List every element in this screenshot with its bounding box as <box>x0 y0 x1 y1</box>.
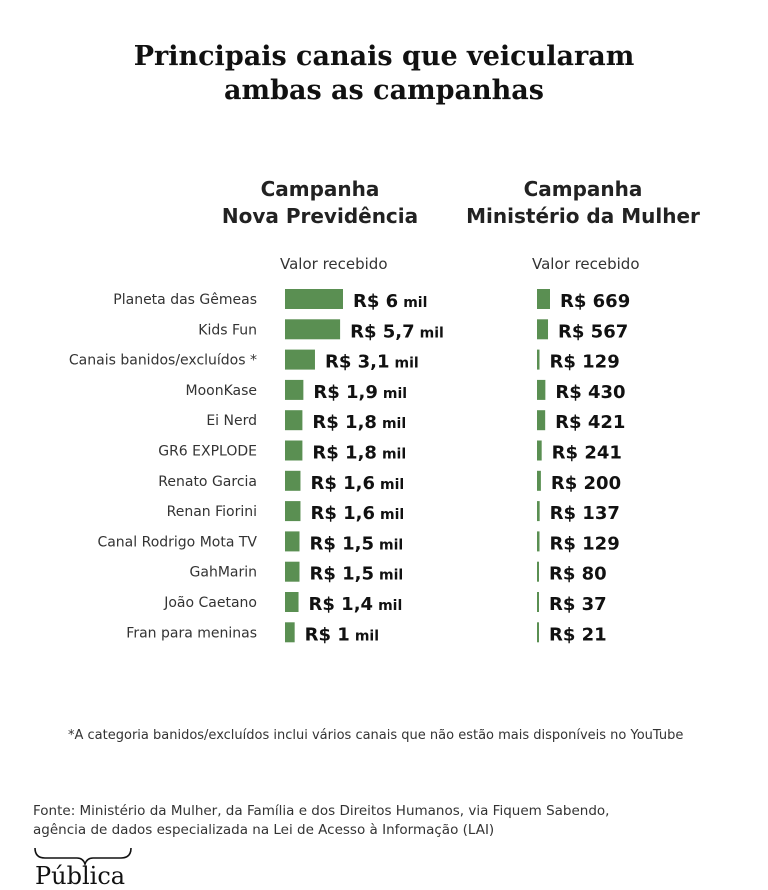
source-note: Fonte: Ministério da Mulher, da Família … <box>33 802 673 840</box>
value-label-ministerio-mulher: R$ 241 <box>552 443 622 464</box>
bar-nova-previdencia <box>285 592 299 612</box>
chart-title: Principais canais que veicularam ambas a… <box>0 40 768 108</box>
value-label-ministerio-mulher: R$ 21 <box>549 624 607 645</box>
value-label-ministerio-mulher: R$ 430 <box>555 382 625 403</box>
bar-ministerio-mulher <box>537 501 540 522</box>
value-label-ministerio-mulher: R$ 421 <box>555 412 625 433</box>
value-label-nova-previdencia: R$ 6 mil <box>353 291 427 312</box>
bar-ministerio-mulher <box>537 410 546 431</box>
logo-text: Pública <box>35 862 126 890</box>
bar-ministerio-mulher <box>537 319 549 340</box>
value-label-nova-previdencia: R$ 1,8 mil <box>312 412 406 433</box>
bar-ministerio-mulher <box>537 531 540 552</box>
bar-nova-previdencia <box>285 561 300 582</box>
bar-nova-previdencia <box>285 289 343 309</box>
value-label-ministerio-mulher: R$ 200 <box>551 473 621 494</box>
bar-nova-previdencia <box>285 319 341 340</box>
left-column-header: Campanha Nova Previdência <box>200 176 440 230</box>
value-label-ministerio-mulher: R$ 37 <box>549 594 607 615</box>
source-line-2: agência de dados especializada na Lei de… <box>33 822 495 838</box>
left-column-header-line-1: Campanha <box>260 177 380 201</box>
bar-ministerio-mulher <box>537 592 539 612</box>
bar-ministerio-mulher <box>537 289 550 309</box>
value-label-nova-previdencia: R$ 1,8 mil <box>312 443 406 464</box>
row-label: Ei Nerd <box>206 413 257 429</box>
bar-ministerio-mulher <box>537 622 539 643</box>
bar-nova-previdencia <box>285 440 303 461</box>
row-label: Renan Fiorini <box>167 504 257 520</box>
bar-nova-previdencia <box>285 379 304 400</box>
value-label-ministerio-mulher: R$ 567 <box>558 321 628 342</box>
bar-nova-previdencia <box>285 622 295 643</box>
row-label: Renato Garcia <box>158 474 257 490</box>
value-label-nova-previdencia: R$ 1 mil <box>305 624 379 645</box>
row-label: GR6 EXPLODE <box>158 444 257 460</box>
value-label-nova-previdencia: R$ 1,6 mil <box>310 473 404 494</box>
value-label-nova-previdencia: R$ 1,4 mil <box>309 594 403 615</box>
value-label-ministerio-mulher: R$ 129 <box>550 533 620 554</box>
bar-nova-previdencia <box>285 501 301 522</box>
value-label-ministerio-mulher: R$ 669 <box>560 291 630 312</box>
right-column-header-line-1: Campanha <box>523 177 643 201</box>
value-label-nova-previdencia: R$ 1,9 mil <box>313 382 407 403</box>
bar-nova-previdencia <box>285 410 303 431</box>
right-column-header: Campanha Ministério da Mulher <box>455 176 711 230</box>
left-column-header-line-2: Nova Previdência <box>221 204 419 228</box>
bar-nova-previdencia <box>285 531 300 552</box>
logo-brace-icon <box>34 847 132 866</box>
bar-ministerio-mulher <box>537 440 542 461</box>
bar-ministerio-mulher <box>537 470 541 491</box>
footnote: *A categoria banidos/excluídos inclui vá… <box>68 728 684 743</box>
bar-ministerio-mulher <box>537 379 546 400</box>
row-label: Fran para meninas <box>126 625 257 641</box>
value-label-ministerio-mulher: R$ 80 <box>549 564 607 585</box>
row-label: Kids Fun <box>198 322 257 338</box>
chart-title-line-2: ambas as campanhas <box>224 75 544 106</box>
row-label: GahMarin <box>190 565 257 581</box>
row-label: Canais banidos/excluídos * <box>69 353 257 369</box>
value-label-nova-previdencia: R$ 1,6 mil <box>310 503 404 524</box>
bar-ministerio-mulher <box>537 349 540 370</box>
right-column-header-line-2: Ministério da Mulher <box>466 204 700 228</box>
value-label-ministerio-mulher: R$ 137 <box>550 503 620 524</box>
publica-logo: Pública <box>33 846 143 890</box>
source-line-1: Fonte: Ministério da Mulher, da Família … <box>33 803 610 819</box>
value-label-ministerio-mulher: R$ 129 <box>550 352 620 373</box>
value-label-nova-previdencia: R$ 5,7 mil <box>350 321 444 342</box>
value-label-nova-previdencia: R$ 1,5 mil <box>310 564 404 585</box>
chart-title-line-1: Principais canais que veicularam <box>133 41 635 72</box>
row-label: Canal Rodrigo Mota TV <box>97 534 257 550</box>
row-label: João Caetano <box>163 595 257 611</box>
value-label-nova-previdencia: R$ 3,1 mil <box>325 352 419 373</box>
row-label: MoonKase <box>185 383 257 399</box>
bar-ministerio-mulher <box>537 561 539 582</box>
value-label-nova-previdencia: R$ 1,5 mil <box>310 533 404 554</box>
bar-nova-previdencia <box>285 470 301 491</box>
bar-nova-previdencia <box>285 349 315 370</box>
right-column-subtitle: Valor recebido <box>532 255 640 273</box>
left-column-subtitle: Valor recebido <box>280 255 388 273</box>
row-label: Planeta das Gêmeas <box>113 292 257 308</box>
